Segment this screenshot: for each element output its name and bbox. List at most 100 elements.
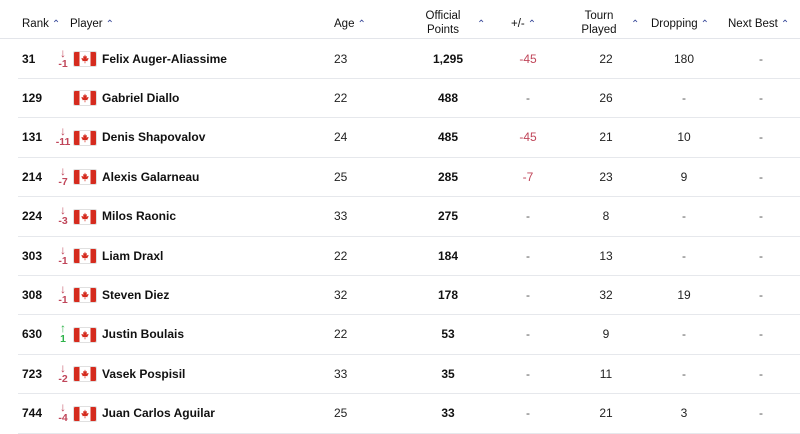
player-name[interactable]: Juan Carlos Aguilar — [102, 406, 215, 421]
points-header-line1: Official — [425, 10, 461, 22]
player-name[interactable]: Denis Shapovalov — [102, 130, 206, 145]
rank-cell: 131 — [22, 130, 43, 145]
player-name[interactable]: Steven Diez — [102, 287, 170, 302]
chevron-up-icon: ⌃ — [105, 19, 114, 30]
rank-cell: 129 — [22, 90, 43, 105]
next-best-cell: - — [759, 169, 763, 184]
canada-flag-icon — [73, 405, 97, 422]
dropping-cell: - — [682, 248, 686, 263]
points-cell: 488 — [437, 90, 459, 105]
next-best-cell: - — [759, 406, 763, 421]
dropping-cell: 3 — [680, 406, 688, 421]
rank-change: ↓ -1 — [56, 39, 70, 78]
player-header-label: Player — [70, 18, 103, 30]
rank-header[interactable]: Rank ⌃ — [22, 17, 60, 32]
age-cell: 32 — [334, 287, 348, 302]
age-cell: 22 — [334, 327, 348, 342]
table-row[interactable]: 308 ↓ -1 Steven Diez 32 178 - 32 19 - — [18, 275, 800, 316]
rank-cell: 308 — [22, 287, 43, 302]
dropping-header-label: Dropping — [651, 18, 698, 30]
plus-minus-cell: - — [526, 366, 530, 381]
tourn-header-line1: Tourn — [584, 10, 614, 22]
chevron-up-icon: ⌃ — [357, 19, 366, 30]
rank-cell: 303 — [22, 248, 43, 263]
next-best-cell: - — [759, 209, 763, 224]
player-name[interactable]: Justin Boulais — [102, 327, 185, 342]
dropping-cell: - — [682, 366, 686, 381]
arrow-down-icon: ↓ — [60, 203, 66, 218]
table-row[interactable]: 31 ↓ -1 Felix Auger-Aliassime 23 1,295 -… — [18, 39, 800, 79]
tourn-played-cell: 13 — [599, 248, 613, 263]
canada-flag-icon — [73, 287, 97, 304]
plus-minus-cell: - — [526, 406, 530, 421]
rank-change: ↓ -3 — [56, 197, 70, 236]
table-row[interactable]: 744 ↓ -4 Juan Carlos Aguilar 25 33 - 21 … — [18, 394, 800, 434]
rank-cell: 630 — [22, 327, 43, 342]
player-name[interactable]: Gabriel Diallo — [102, 90, 180, 105]
arrow-down-icon: ↓ — [60, 242, 66, 257]
plus-minus-cell: - — [526, 248, 530, 263]
points-sort-icon[interactable]: ⌃ — [474, 17, 485, 32]
next-best-header[interactable]: Next Best ⌃ — [728, 17, 789, 32]
plus-minus-cell: - — [526, 209, 530, 224]
rank-change-value: -1 — [58, 57, 68, 70]
dropping-cell: 9 — [680, 169, 688, 184]
player-name[interactable]: Vasek Pospisil — [102, 366, 186, 381]
rank-change-value: -1 — [58, 293, 68, 306]
arrow-down-icon: ↓ — [60, 45, 66, 60]
tourn-header[interactable]: Tourn Played — [578, 9, 620, 37]
canada-flag-icon — [73, 248, 97, 264]
table-row[interactable]: 723 ↓ -2 Vasek Pospisil 33 35 - 11 - - — [18, 354, 800, 395]
plusminus-header[interactable]: +/- ⌃ — [511, 17, 536, 32]
canada-flag-icon — [73, 208, 97, 225]
next-best-cell: - — [759, 90, 763, 105]
rank-change-value: -11 — [55, 136, 71, 149]
rank-change-value: 1 — [60, 333, 66, 346]
age-cell: 25 — [334, 169, 348, 184]
dropping-cell: - — [682, 209, 686, 224]
player-name[interactable]: Felix Auger-Aliassime — [102, 51, 227, 66]
table-row[interactable]: 214 ↓ -7 Alexis Galarneau 25 285 -7 23 9… — [18, 157, 800, 198]
next-best-cell: - — [759, 130, 763, 145]
next-best-cell: - — [759, 287, 763, 302]
canada-flag-icon — [73, 51, 97, 67]
table-header: Rank ⌃ Player ⌃ Age ⌃ Official Points ⌃ +/- ⌃… — [0, 0, 800, 39]
dropping-header[interactable]: Dropping ⌃ — [651, 17, 709, 32]
table-row[interactable]: 131 ↓ -11 Denis Shapovalov 24 485 -45 21… — [18, 118, 800, 158]
dropping-cell: 10 — [677, 130, 691, 145]
rank-change: ↓ -1 — [56, 275, 70, 314]
age-cell: 24 — [334, 130, 348, 145]
player-header[interactable]: Player ⌃ — [70, 17, 114, 32]
points-cell: 178 — [437, 287, 459, 302]
tourn-played-cell: 23 — [599, 169, 613, 184]
player-name[interactable]: Liam Draxl — [102, 248, 164, 263]
chevron-up-icon: ⌃ — [527, 19, 537, 30]
points-cell: 285 — [437, 169, 459, 184]
next-best-cell: - — [759, 248, 763, 263]
table-row[interactable]: 224 ↓ -3 Milos Raonic 33 275 - 8 - - — [18, 197, 800, 237]
canada-flag-icon — [73, 169, 97, 186]
rank-change-value: -3 — [58, 215, 68, 228]
rank-cell: 744 — [22, 406, 43, 421]
arrow-down-icon: ↓ — [60, 124, 66, 139]
next-best-cell: - — [759, 327, 763, 342]
points-header-line2: Points — [427, 24, 459, 36]
chevron-up-icon: ⌃ — [700, 19, 710, 30]
dropping-cell: - — [682, 327, 686, 342]
table-row[interactable]: 630 ↑ 1 Justin Boulais 22 53 - 9 - - — [18, 315, 800, 355]
tourn-sort-icon[interactable]: ⌃ — [628, 17, 639, 32]
points-cell: 35 — [441, 366, 455, 381]
dropping-cell: 19 — [677, 287, 691, 302]
points-header[interactable]: Official Points — [420, 9, 466, 37]
plus-minus-cell: -45 — [519, 51, 537, 66]
player-name[interactable]: Milos Raonic — [102, 209, 177, 224]
points-cell: 1,295 — [432, 51, 464, 66]
player-name[interactable]: Alexis Galarneau — [102, 169, 200, 184]
plus-minus-cell: -7 — [522, 169, 534, 184]
rank-change: ↓ -7 — [56, 157, 70, 196]
rank-header-label: Rank — [22, 18, 49, 30]
table-row[interactable]: 303 ↓ -1 Liam Draxl 22 184 - 13 - - — [18, 236, 800, 276]
age-header[interactable]: Age ⌃ — [334, 17, 366, 32]
arrow-down-icon: ↓ — [60, 281, 66, 296]
table-row[interactable]: 129 Gabriel Diallo 22 488 - 26 - - — [18, 78, 800, 119]
